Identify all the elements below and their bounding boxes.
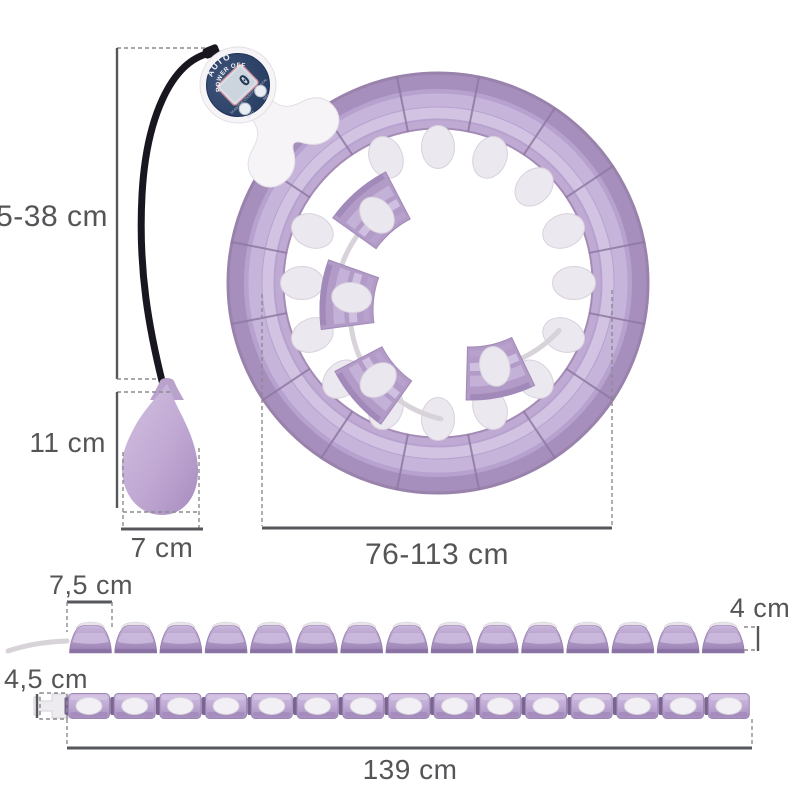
hoop-segment-side <box>656 621 700 654</box>
hoop-segment-side <box>430 621 474 654</box>
dimension-track-width: 4,5 cm <box>4 664 88 720</box>
hoop-segment-top <box>246 693 293 719</box>
hoop-segment-divider <box>395 75 409 133</box>
strap-tail <box>5 638 70 654</box>
hoop-segment-divider <box>467 75 481 133</box>
massage-knob <box>280 266 324 300</box>
hoop-segment-side <box>340 621 384 654</box>
reset-button <box>254 84 267 98</box>
massage-knob <box>552 266 596 300</box>
hoop-segment-divider <box>565 367 614 402</box>
hoop-segment-top <box>155 693 202 719</box>
hoop-segment-side <box>249 621 293 654</box>
dimension-label: 7 cm <box>131 532 194 563</box>
massage-knob <box>368 136 404 179</box>
hoop-segment-divider <box>588 312 646 326</box>
dimension-label: 76-113 cm <box>365 538 509 571</box>
hoop-segment-top <box>703 693 750 719</box>
hoop-segment-top <box>612 693 659 719</box>
hoop-segment-top <box>338 693 385 719</box>
hoop-segment-top <box>292 693 339 719</box>
hoop-segment-divider <box>467 433 481 491</box>
dimension-label: 4 cm <box>730 593 791 623</box>
hoop-segment-side <box>385 621 429 654</box>
massage-knob <box>472 136 508 179</box>
hoop-segment-side <box>701 621 745 654</box>
hoop-segment-divider <box>230 240 288 254</box>
hoop-segment-top <box>475 693 522 719</box>
counter-device: 0 AUTO POWER OFF SCAN/TIME COUNT/TOTAL K… <box>199 46 340 188</box>
dimension-knot-height: 4 cm <box>730 593 791 651</box>
hoop-segment-side <box>521 621 564 654</box>
dimension-ball-width: 7 cm <box>121 448 203 563</box>
hoop-segment-divider <box>230 312 288 326</box>
massage-knob <box>421 125 455 169</box>
hoop-segment-side <box>611 621 655 654</box>
side-view-strip <box>5 621 745 654</box>
hoop-segment-side <box>566 621 610 654</box>
hoop-segment-side <box>475 621 519 654</box>
hoop-segment-dividers <box>230 75 646 491</box>
dimension-label: 4,5 cm <box>4 664 88 694</box>
pump-cord <box>137 49 214 393</box>
hoop-segment-side <box>159 621 203 654</box>
hoop-segment-top <box>201 693 248 719</box>
massage-knob <box>514 167 554 207</box>
hoop-segment-divider <box>565 164 614 199</box>
massage-knob <box>291 213 334 249</box>
hoop-segment-top <box>521 693 567 719</box>
dimension-label: 7,5 cm <box>49 570 133 600</box>
top-view-strip <box>33 693 750 719</box>
hoop-segment-top <box>566 693 613 719</box>
hoop-segment-top <box>64 693 110 719</box>
mode-button-label: MOD <box>247 110 256 119</box>
dimension-label: 5-38 cm <box>0 200 108 233</box>
dimension-label: 11 cm <box>29 427 106 458</box>
device-clamp-body <box>246 93 340 188</box>
dimension-ball-height: 11 cm <box>29 391 172 508</box>
hoop-ring <box>226 71 650 495</box>
hoop-segment-divider <box>262 367 311 402</box>
lcd-screen <box>220 67 255 102</box>
hoop-segment-divider <box>319 410 354 459</box>
hoop-segment-side <box>204 621 248 654</box>
hoop-segment-divider <box>588 240 646 254</box>
massage-knob <box>542 213 585 249</box>
hoop-segment-top <box>658 693 705 719</box>
hoop-segment-divider <box>395 433 409 491</box>
connector-clip <box>33 693 69 719</box>
dimension-hoop-diameter: 76-113 cm <box>261 290 613 571</box>
hoop-segment-top <box>429 693 476 719</box>
pump-ball <box>121 378 199 515</box>
massage-knob <box>542 317 585 353</box>
hoop-segment-divider <box>522 410 557 459</box>
dimension-label: 139 cm <box>363 754 458 785</box>
hoop-segment-divider <box>522 107 557 156</box>
hoop-segment-top <box>383 693 430 719</box>
dimension-cord-length: 5-38 cm <box>0 47 205 380</box>
hoop-segment-side <box>295 621 338 654</box>
hoop-segment-side <box>69 621 112 654</box>
dimension-total-length: 139 cm <box>66 719 753 785</box>
reset-button-label: RES <box>262 93 271 101</box>
hoop-segment-side <box>114 621 158 654</box>
dimension-knot-width: 7,5 cm <box>49 570 133 632</box>
mode-button <box>238 102 252 116</box>
hoop-segment-top <box>109 693 156 719</box>
